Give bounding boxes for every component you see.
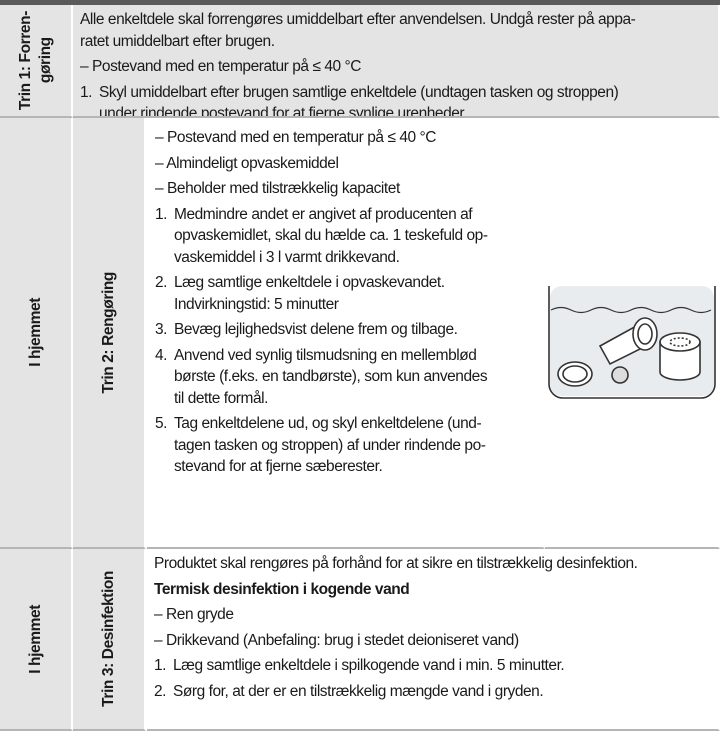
dash-marker: – bbox=[155, 154, 164, 172]
subheading: Termisk desinfektion i kogende vand bbox=[154, 579, 714, 601]
cleaning-illustration bbox=[548, 286, 716, 399]
text: Ren gryde bbox=[166, 606, 234, 623]
label-cell: Trin 1: Forren-gøring bbox=[0, 5, 73, 118]
paragraph: Produktet skal rengøres på forhånd for a… bbox=[154, 553, 714, 575]
numbered-step: 1. Læg samtlige enkeltdele i spilkogende … bbox=[154, 655, 714, 677]
text-line: ratet umiddelbart efter brugen. bbox=[80, 32, 275, 50]
content-cell: – Postevand med en temperatur på ≤ 40 °C… bbox=[147, 118, 545, 549]
text-line: stevand for at fjerne sæberester. bbox=[174, 458, 383, 475]
text-line: – Beholder med tilstrækkelig kapacitet bbox=[155, 178, 539, 200]
text: Almindeligt opvaskemiddel bbox=[166, 154, 339, 172]
text-line: børste (f.eks. en tandbørste), som kun a… bbox=[174, 368, 488, 385]
numbered-step: 2. Læg samtlige enkeltdele i opvaskevande… bbox=[155, 272, 539, 315]
text-line: – Drikkevand (Anbefaling: brug i stedet … bbox=[154, 630, 714, 652]
text-line: Indvirkningstid: 5 minutter bbox=[174, 295, 339, 313]
content-cell: Alle enkeltdele skal forrengøres umiddel… bbox=[73, 5, 720, 118]
requirement-item: – Postevand med en temperatur på ≤ 40 °C bbox=[80, 56, 714, 78]
content-cell: Produktet skal rengøres på forhånd for a… bbox=[147, 549, 720, 731]
text-line: Termisk desinfektion i kogende vand bbox=[154, 580, 410, 598]
row-label: I hjemmet bbox=[26, 298, 46, 367]
text-line: – Ren gryde bbox=[154, 604, 714, 626]
label-cell: Trin 2: Rengøring bbox=[73, 118, 146, 549]
text-line: Skyl umiddelbart efter brugen samtlige e… bbox=[99, 83, 619, 101]
step-number: 4. bbox=[155, 346, 168, 364]
row-label: Trin 2: Rengøring bbox=[99, 272, 119, 394]
text-line: – Postevand med en temperatur på ≤ 40 °C bbox=[80, 56, 714, 78]
label-line: gøring bbox=[36, 37, 54, 84]
text-line: Tag enkeltdelene ud, og skyl enkeltdelen… bbox=[174, 415, 482, 432]
text-line: til dette formål. bbox=[174, 389, 269, 407]
numbered-step: 1. Medmindre andet er angivet af producen… bbox=[155, 204, 539, 269]
text-line: tagen tasken og stroppen) af under rinde… bbox=[174, 436, 486, 454]
text: Postevand med en temperatur på ≤ 40 °C bbox=[92, 58, 362, 75]
label-cell: I hjemmet bbox=[0, 118, 73, 549]
label-line: Trin 2: Rengøring bbox=[99, 271, 117, 394]
requirement-item: – Almindeligt opvaskemiddel bbox=[155, 153, 539, 175]
step-number: 2. bbox=[155, 274, 168, 291]
requirement-item: – Postevand med en temperatur på ≤ 40 °C bbox=[155, 127, 539, 149]
text-line: under rindende postevand for at fjerne s… bbox=[99, 105, 468, 118]
text-line: – Postevand med en temperatur på ≤ 40 °C bbox=[155, 127, 539, 149]
numbered-step: 5. Tag enkeltdelene ud, og skyl enkeltdel… bbox=[155, 413, 539, 478]
text-line: Medmindre andet er angivet af producente… bbox=[174, 205, 473, 223]
label-cell: I hjemmet bbox=[0, 549, 73, 731]
text: Postevand med en temperatur på ≤ 40 °C bbox=[167, 129, 437, 146]
dash-marker: – bbox=[155, 129, 164, 146]
dash-marker: – bbox=[154, 631, 163, 649]
numbered-step: 2. Sørg for, at der er en tilstrækkelig m… bbox=[154, 681, 714, 703]
paragraph: Alle enkeltdele skal forrengøres umiddel… bbox=[80, 9, 714, 52]
text-line: vaskemiddel i 3 l varmt drikkevand. bbox=[174, 248, 400, 266]
numbered-step: 4. Anvend ved synlig tilsmudsning en mell… bbox=[155, 345, 539, 410]
top-bar bbox=[0, 0, 720, 5]
step-number: 1. bbox=[155, 205, 168, 223]
step-number: 1. bbox=[154, 657, 167, 674]
text-line: Læg samtlige enkeltdele i opvaskevandet. bbox=[174, 274, 445, 291]
step-number: 3. bbox=[155, 321, 168, 338]
text-line: Læg samtlige enkeltdele i spilkogende va… bbox=[173, 657, 565, 674]
label-line: Trin 3: Desinfektion bbox=[99, 571, 117, 707]
requirement-item: – Drikkevand (Anbefaling: brug i stedet … bbox=[154, 630, 714, 652]
text-line: – Almindeligt opvaskemiddel bbox=[155, 153, 539, 175]
label-line: I hjemmet bbox=[26, 298, 44, 367]
image-cell bbox=[545, 118, 720, 549]
label-line: I hjemmet bbox=[26, 604, 44, 674]
step-number: 5. bbox=[155, 415, 168, 432]
text-line: Bevæg lejlighedsvist delene frem og tilb… bbox=[174, 321, 458, 338]
dash-marker: – bbox=[155, 180, 164, 197]
text-line: Produktet skal rengøres på forhånd for a… bbox=[154, 555, 638, 572]
label-line: Trin 1: Forren- bbox=[16, 10, 34, 111]
dash-marker: – bbox=[80, 58, 89, 75]
text-line: Alle enkeltdele skal forrengøres umiddel… bbox=[80, 11, 636, 28]
text-line: Sørg for, at der er en tilstrækkelig mæn… bbox=[173, 682, 544, 700]
requirement-item: – Beholder med tilstrækkelig kapacitet bbox=[155, 178, 539, 200]
text: Beholder med tilstrækkelig kapacitet bbox=[167, 180, 400, 197]
text-line: opvaskemidlet, skal du hælde ca. 1 teske… bbox=[174, 227, 488, 244]
numbered-step: 1. Skyl umiddelbart efter brugen samtlige… bbox=[80, 82, 714, 118]
label-cell: Trin 3: Desinfektion bbox=[73, 549, 146, 731]
row-label: I hjemmet bbox=[26, 605, 46, 674]
numbered-step: 3. Bevæg lejlighedsvist delene frem og ti… bbox=[155, 319, 539, 341]
text-line: Anvend ved synlig tilsmudsning en mellem… bbox=[174, 346, 477, 364]
step-number: 1. bbox=[80, 83, 93, 101]
requirement-item: – Ren gryde bbox=[154, 604, 714, 626]
text: Drikkevand (Anbefaling: brug i stedet de… bbox=[166, 631, 519, 649]
step-number: 2. bbox=[154, 682, 167, 700]
dash-marker: – bbox=[154, 606, 163, 623]
row-label: Trin 3: Desinfektion bbox=[99, 571, 119, 707]
row-label: Trin 1: Forren-gøring bbox=[16, 11, 56, 110]
